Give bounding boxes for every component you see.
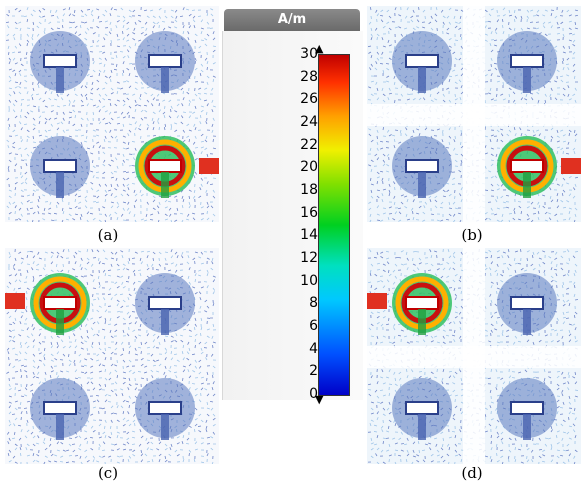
caption-d: (d) xyxy=(461,464,483,482)
legend-tick-label: 6 xyxy=(309,318,318,334)
panel-a xyxy=(5,6,219,222)
legend-tick-label: 26 xyxy=(300,91,318,108)
field-plot-a xyxy=(5,6,219,222)
panel-b xyxy=(367,6,581,222)
legend-tick-label: 30 xyxy=(300,46,318,62)
color-legend: A/m 30 28 26 24 22 20 18 16 14 12 10 8 6 4 2 0 ▲ ▼ xyxy=(222,7,363,405)
legend-tick-label: 22 xyxy=(300,136,318,153)
legend-tick-label: 16 xyxy=(300,204,318,221)
field-plot-b xyxy=(367,6,581,222)
legend-tick-label: 24 xyxy=(300,114,318,130)
field-plot-c xyxy=(5,248,219,464)
field-plot-d xyxy=(367,248,581,464)
legend-tick-label: 0 xyxy=(309,386,318,402)
legend-tick-label: 4 xyxy=(309,340,318,357)
caption-c: (c) xyxy=(97,464,119,482)
arrow-down-icon: ▼ xyxy=(315,393,324,406)
arrow-up-icon: ▲ xyxy=(315,42,324,55)
legend-tick-label: 14 xyxy=(300,227,318,244)
panel-d xyxy=(367,248,581,464)
caption-b: (b) xyxy=(461,226,483,244)
legend-tick-label: 2 xyxy=(309,363,318,380)
legend-tick-label: 20 xyxy=(300,159,318,176)
legend-unit: A/m xyxy=(224,9,360,31)
legend-tick-label: 12 xyxy=(300,250,318,266)
legend-tick-label: 18 xyxy=(300,182,318,198)
legend-tick-label: 8 xyxy=(309,295,318,312)
caption-a: (a) xyxy=(97,226,119,244)
legend-tick-label: 28 xyxy=(300,68,318,85)
colorbar xyxy=(318,54,350,396)
panel-c xyxy=(5,248,219,464)
legend-tick-label: 10 xyxy=(300,272,318,289)
